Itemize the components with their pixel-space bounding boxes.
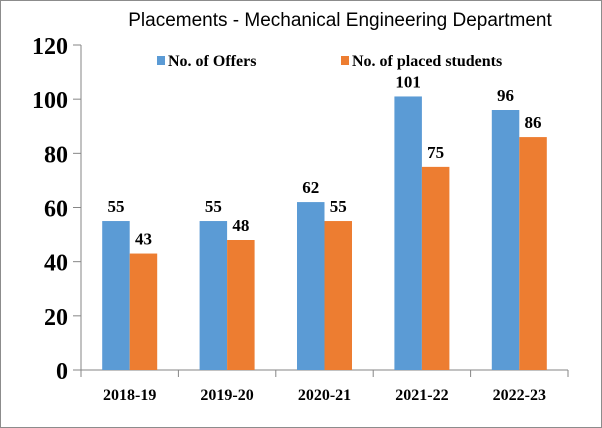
bar-offers-2019-20	[199, 221, 228, 370]
legend-swatch-0	[157, 56, 165, 65]
y-tick-label: 20	[44, 305, 68, 331]
x-tick-label: 2019-20	[200, 387, 253, 404]
legend-label-0: No. of Offers	[168, 53, 256, 70]
bar-offers-2022-23	[491, 110, 520, 370]
data-label: 55	[205, 197, 222, 216]
data-label: 48	[232, 216, 249, 235]
legend-swatch-1	[341, 56, 349, 65]
bar-offers-2020-21	[297, 202, 325, 370]
y-tick-label: 40	[44, 251, 68, 277]
bar-offers-2021-22	[394, 96, 422, 370]
data-label: 62	[302, 178, 319, 197]
x-tick-label: 2021-22	[395, 387, 448, 404]
legend-label-1: No. of placed students	[352, 53, 502, 70]
x-tick-label: 2018-19	[103, 387, 156, 404]
y-tick-label: 100	[32, 88, 68, 114]
data-label: 55	[330, 197, 347, 216]
data-label: 75	[427, 143, 444, 162]
axes: 0 20 40 60 80 100 120 2018-19 2019-20 2020-21 2021…	[32, 34, 569, 404]
bar-placed-2020-21	[324, 221, 352, 370]
data-label: 55	[107, 197, 124, 216]
y-tick-label: 120	[32, 34, 68, 60]
data-label: 96	[497, 86, 514, 105]
bar-placed-2019-20	[227, 240, 255, 370]
data-label: 86	[525, 113, 542, 132]
data-label: 43	[135, 230, 152, 249]
chart-title: Placements - Mechanical Engineering Depa…	[128, 10, 552, 31]
y-tick-label: 80	[44, 142, 68, 168]
bar-placed-2022-23	[519, 137, 547, 370]
x-tick-label: 2020-21	[298, 387, 351, 404]
bar-placed-2018-19	[129, 253, 158, 370]
y-tick-label: 0	[56, 359, 68, 385]
bar-placed-2021-22	[421, 166, 450, 370]
x-tick-label: 2022-23	[493, 387, 546, 404]
data-label: 101	[395, 72, 421, 91]
bar-offers-2018-19	[102, 221, 130, 370]
y-tick-label: 60	[44, 197, 68, 223]
bars: 55 43 55 48 62 55 101 75 96 86	[102, 72, 547, 370]
legend: No. of Offers No. of placed students	[157, 53, 502, 70]
